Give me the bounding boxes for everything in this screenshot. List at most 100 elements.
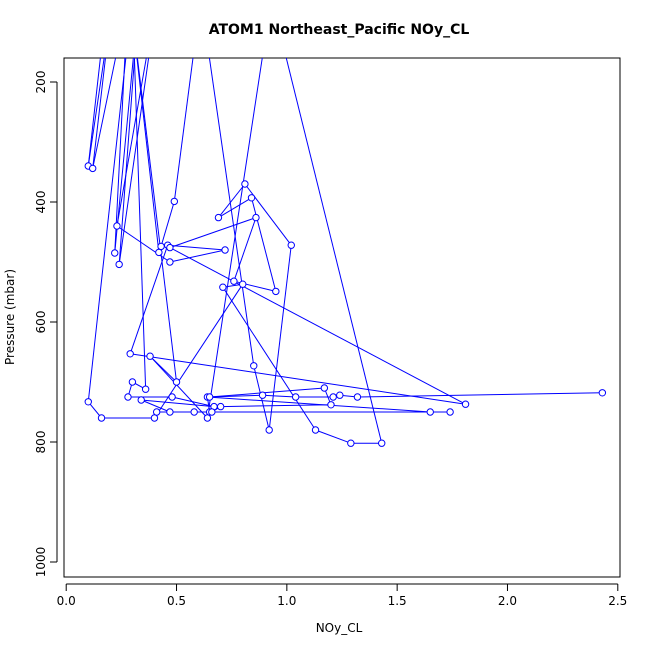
plot-frame: [63, 57, 621, 578]
data-point: [146, 352, 154, 360]
x-tick-label: 0.5: [167, 594, 186, 608]
series-segment: [133, 58, 147, 390]
data-point: [378, 439, 386, 447]
data-point: [336, 391, 344, 399]
series-segment: [136, 58, 178, 383]
data-point: [111, 249, 119, 257]
series-segment: [116, 58, 147, 227]
y-tick-label: 800: [34, 431, 48, 454]
data-point: [268, 0, 274, 1]
series-segment: [244, 183, 292, 246]
series-segment: [206, 58, 263, 419]
series-segment: [92, 58, 117, 169]
series-segment: [220, 404, 331, 408]
series-segment: [92, 58, 106, 169]
series-segment: [160, 201, 175, 247]
series-segment: [233, 217, 257, 282]
series-segment: [141, 399, 215, 408]
data-point: [272, 287, 280, 296]
data-point: [115, 260, 123, 269]
series-segment: [268, 245, 292, 431]
series-segment: [171, 396, 215, 408]
series-segment: [149, 355, 208, 419]
data-point: [239, 280, 247, 288]
data-point: [216, 402, 225, 411]
plot-area: [84, 0, 607, 447]
data-point: [598, 389, 607, 397]
data-point: [97, 414, 106, 422]
data-point: [230, 277, 238, 285]
data-point: [198, 0, 204, 1]
data-point: [287, 241, 295, 249]
series-segment: [114, 58, 126, 254]
data-point: [166, 408, 174, 416]
x-tick-label: 2.5: [608, 594, 627, 608]
x-tick-label: 2.0: [498, 594, 517, 608]
data-point: [241, 180, 249, 188]
data-point: [141, 385, 150, 393]
data-point: [311, 426, 320, 434]
series-lines: [87, 58, 603, 444]
data-point: [127, 0, 133, 1]
x-axis-label: NOy_CL: [316, 621, 363, 635]
series-segment: [118, 58, 150, 265]
x-tick-label: 1.0: [277, 594, 296, 608]
series-segment: [209, 387, 325, 398]
data-point: [247, 194, 256, 202]
series-segment: [218, 197, 252, 219]
data-point: [190, 408, 198, 416]
series-segment: [141, 399, 171, 413]
data-point: [250, 362, 258, 370]
series-segment: [169, 217, 257, 249]
data-point: [446, 408, 454, 416]
data-point: [461, 400, 470, 408]
series-segment: [173, 58, 194, 202]
data-point: [157, 242, 165, 251]
y-tick-label: 200: [34, 71, 48, 94]
series-segment: [357, 392, 603, 398]
series-segment: [87, 58, 101, 167]
series-segment: [315, 429, 352, 444]
data-point: [107, 13, 113, 19]
series-segment: [262, 394, 296, 398]
data-point: [221, 246, 229, 254]
series-segment: [208, 58, 255, 366]
data-point: [258, 391, 267, 399]
series-segment: [154, 283, 244, 419]
data-point: [136, 0, 142, 1]
series-segment: [222, 286, 316, 431]
data-point: [152, 408, 161, 416]
data-point: [170, 197, 179, 206]
data-point: [353, 393, 362, 401]
series-points: [84, 0, 607, 447]
y-axis-label: Pressure (mbar): [3, 269, 17, 365]
series-segment: [114, 58, 134, 254]
x-tick-label: 0.0: [57, 594, 76, 608]
data-point: [168, 393, 176, 401]
data-point: [124, 393, 132, 401]
y-axis: 200 400 600 800 1000: [34, 71, 58, 577]
data-point: [205, 393, 214, 401]
series-segment: [169, 247, 466, 405]
data-point: [125, 0, 131, 1]
x-axis: 0.0 0.5 1.0 1.5 2.0 2.5: [57, 583, 627, 608]
y-tick-label: 400: [34, 191, 48, 214]
series-segment: [218, 183, 246, 218]
series-segment: [136, 58, 160, 253]
data-point: [126, 350, 134, 358]
data-point: [128, 378, 137, 386]
series-segment: [285, 58, 383, 444]
data-point: [84, 398, 92, 406]
data-point: [327, 401, 335, 409]
series-segment: [118, 58, 136, 265]
data-point: [88, 164, 97, 173]
data-point: [426, 408, 434, 416]
series-segment: [87, 58, 127, 402]
data-point: [166, 243, 174, 252]
data-point: [155, 248, 163, 257]
chart-title: ATOM1 Northeast_Pacific NOy_CL: [209, 22, 470, 38]
series-segment: [251, 197, 277, 292]
series-segment: [129, 245, 169, 354]
data-point: [219, 283, 227, 291]
data-point: [113, 222, 121, 230]
